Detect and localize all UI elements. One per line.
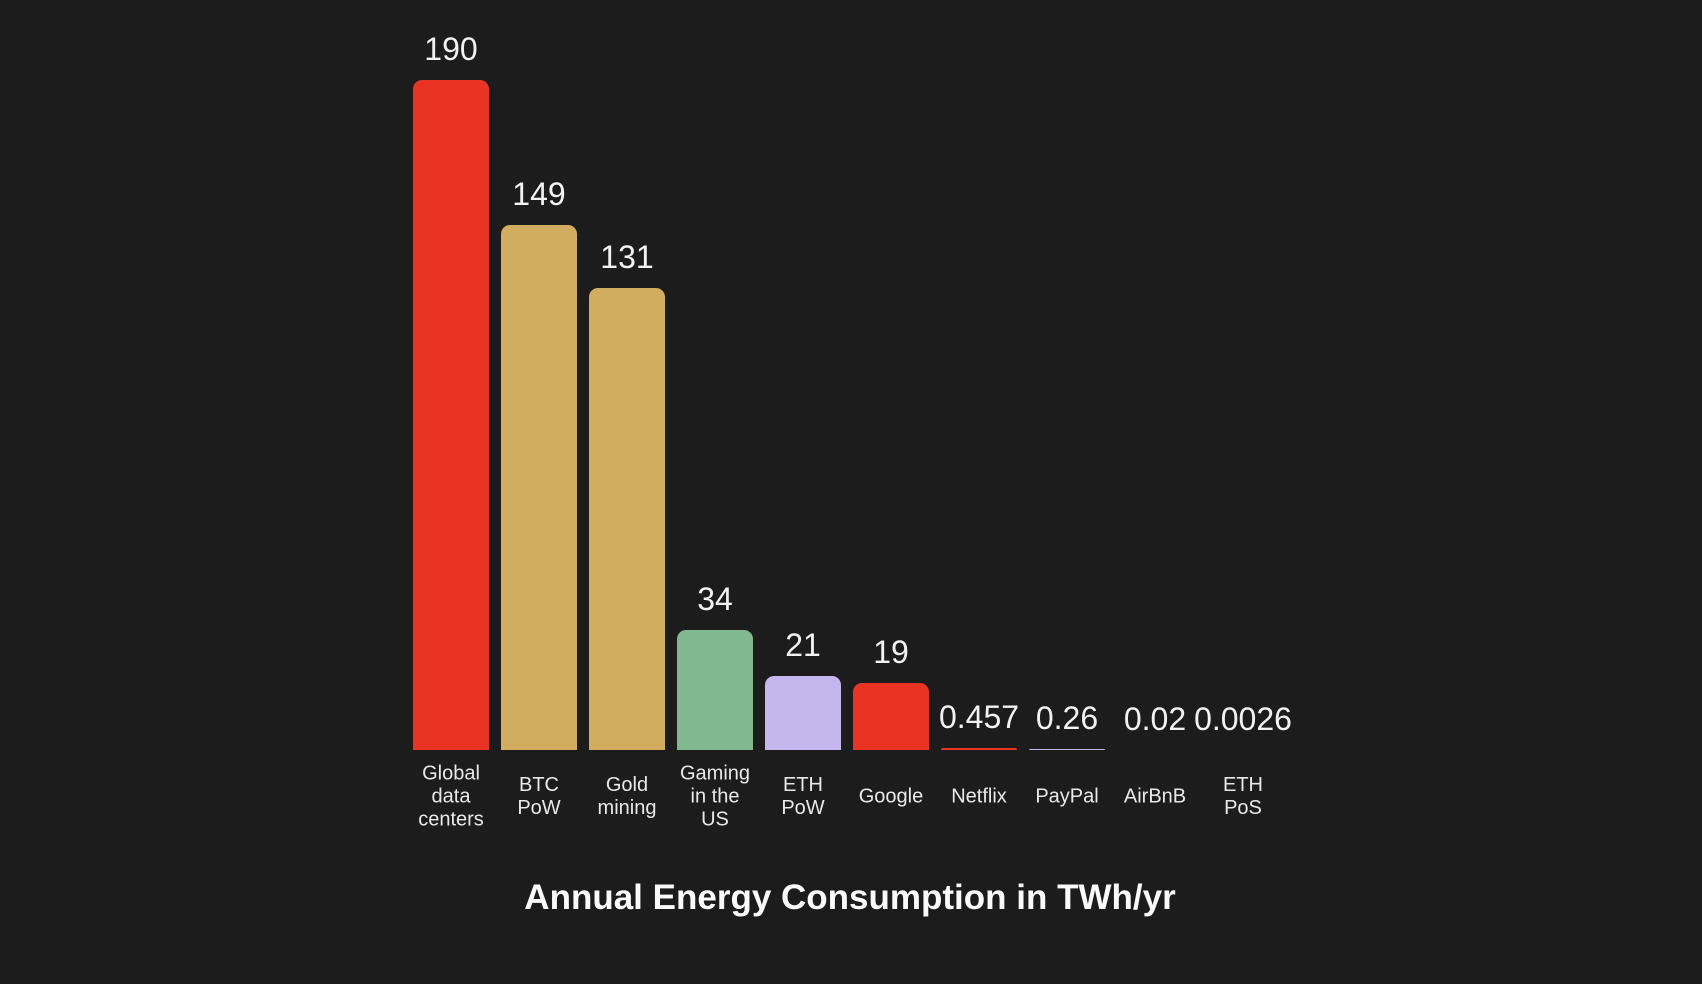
bar — [765, 675, 841, 750]
bar-value-label: 0.02 — [1123, 700, 1187, 737]
bar-value-label: 0.26 — [1035, 700, 1099, 737]
x-axis-label: Gaming in the US — [679, 762, 751, 831]
bar — [413, 80, 489, 750]
x-axis-label: Gold mining — [597, 774, 657, 819]
x-axis-label: AirBnB — [1123, 785, 1187, 808]
x-axis-label: ETH PoS — [1223, 774, 1263, 819]
bar-value-label: 34 — [697, 581, 733, 618]
bar-value-label: 131 — [600, 239, 654, 276]
x-axis-label: BTC PoW — [517, 774, 561, 819]
x-axis-label: Global data centers — [418, 762, 484, 831]
bar-value-label: 149 — [512, 175, 566, 212]
bar — [1029, 749, 1105, 750]
x-axis-label: Google — [858, 785, 924, 808]
bar — [589, 288, 665, 750]
x-axis-label: Netflix — [951, 785, 1007, 808]
bar-value-label: 21 — [785, 626, 821, 663]
bar-value-label: 0.457 — [938, 699, 1020, 736]
bar — [501, 224, 577, 750]
bar-value-label: 0.0026 — [1194, 701, 1292, 737]
bar — [853, 683, 929, 750]
bar-value-label: 19 — [873, 634, 909, 670]
x-axis-label: PayPal — [1035, 785, 1099, 808]
x-axis-label: ETH PoW — [781, 774, 825, 819]
bar-value-label: 190 — [424, 31, 478, 67]
bar — [677, 630, 753, 750]
bar — [941, 748, 1017, 750]
chart-title: Annual Energy Consumption in TWh/yr — [524, 878, 1176, 917]
